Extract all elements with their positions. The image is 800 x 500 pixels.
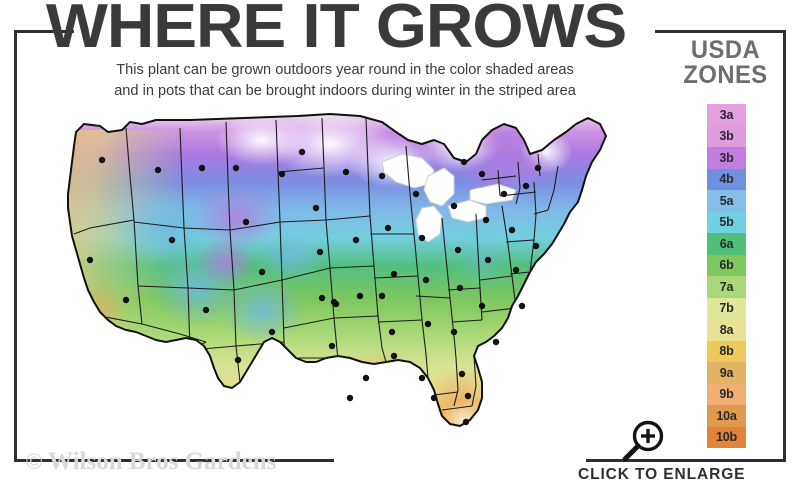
legend-swatch-3b-1: 3b <box>707 125 746 147</box>
page-title: WHERE IT GROWS <box>45 0 627 61</box>
city-dots <box>86 148 542 426</box>
magnifier-plus-icon[interactable] <box>617 417 669 465</box>
legend-swatch-3b-2: 3b <box>707 147 746 169</box>
hardiness-zone-map[interactable] <box>30 110 670 455</box>
legend-swatch-9b-13: 9b <box>707 383 746 405</box>
subtitle-text: This plant can be grown outdoors year ro… <box>40 60 650 102</box>
map-svg <box>67 113 607 427</box>
subtitle-line-2: and in pots that can be brought indoors … <box>114 83 576 99</box>
legend-swatch-7b-9: 7b <box>707 297 746 319</box>
frame-top-left-segment <box>14 30 74 33</box>
copyright-symbol: © <box>26 449 43 474</box>
legend-swatch-8a-10: 8a <box>707 319 746 341</box>
legend-swatch-7a-8: 7a <box>707 276 746 298</box>
frame-bottom-left-segment <box>14 459 334 462</box>
frame-bottom-right-segment <box>586 459 786 462</box>
legend-swatch-3a-0: 3a <box>707 104 746 126</box>
subtitle-line-1: This plant can be grown outdoors year ro… <box>116 62 574 78</box>
map-zone-shading <box>68 114 606 426</box>
legend-heading-line-2: ZONES <box>683 61 768 89</box>
click-to-enlarge-label[interactable]: CLICK TO ENLARGE <box>578 466 746 483</box>
legend-swatch-9a-12: 9a <box>707 362 746 384</box>
watermark-text: Wilson Bros Gardens <box>48 448 277 475</box>
legend-heading-line-1: USDA <box>690 36 761 64</box>
legend-heading: USDA ZONES <box>666 38 785 88</box>
usda-zone-legend: 3a 3b 3b 4b 5a 5b 6a 6b 7a 7b 8a 8b 9a 9b 10a 10b <box>707 104 746 448</box>
legend-swatch-5b-5: 5b <box>707 211 746 233</box>
legend-swatch-10b-15: 10b <box>707 426 746 448</box>
legend-swatch-8b-11: 8b <box>707 340 746 362</box>
legend-swatch-10a-14: 10a <box>707 405 746 427</box>
watermark: © Wilson Bros Gardens <box>26 448 276 476</box>
legend-swatch-6a-6: 6a <box>707 233 746 255</box>
legend-swatch-4b-3: 4b <box>707 168 746 190</box>
country-outline <box>67 113 607 427</box>
frame-left-segment <box>14 30 17 462</box>
frame-right-segment <box>783 30 786 462</box>
frame-top-right-segment <box>655 30 786 33</box>
legend-swatch-6b-7: 6b <box>707 254 746 276</box>
legend-swatch-5a-4: 5a <box>707 190 746 212</box>
